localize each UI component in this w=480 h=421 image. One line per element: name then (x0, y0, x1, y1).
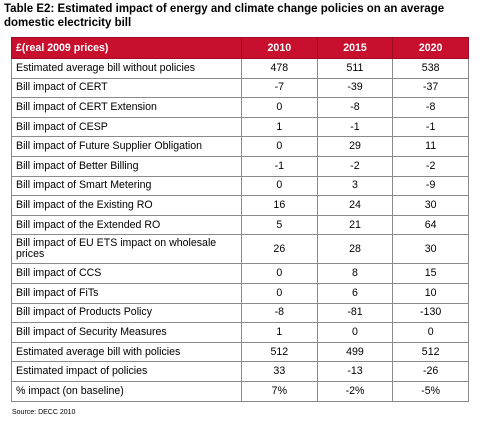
value-cell: 21 (316, 214, 394, 236)
table-row: Bill impact of CCS 0 8 15 (11, 263, 469, 284)
row-label-cell: Bill impact of Future Supplier Obligatio… (11, 136, 242, 157)
value-cell: 28 (316, 234, 394, 265)
value-cell: 33 (241, 361, 318, 382)
table-row: Estimated average bill without policies 4… (11, 58, 469, 79)
value-cell: -8 (241, 302, 318, 324)
row-label-cell: Bill impact of Better Billing (11, 155, 242, 177)
value-cell: 5 (241, 214, 318, 236)
table-row: Bill impact of FiTs 0 6 10 (11, 282, 469, 304)
value-cell: 0 (241, 282, 318, 304)
value-cell: -81 (316, 302, 394, 324)
header-cell-2015: 2015 (316, 37, 394, 59)
value-cell: 0 (316, 322, 394, 343)
value-cell: 64 (392, 214, 469, 236)
value-cell: 8 (316, 263, 394, 284)
value-cell: 11 (392, 136, 469, 157)
row-label-cell: Bill impact of Products Policy (11, 302, 242, 324)
row-label-cell: Bill impact of CERT (11, 77, 242, 99)
table-row: Bill impact of the Extended RO 5 21 64 (11, 214, 469, 236)
value-cell: -5% (392, 380, 469, 402)
row-label-cell: Bill impact of CERT Extension (11, 97, 242, 118)
value-cell: 7% (241, 380, 318, 402)
value-cell: 499 (316, 341, 394, 363)
value-cell: -8 (392, 97, 469, 118)
source-note: Source: DECC 2010 (12, 409, 76, 416)
value-cell: 538 (392, 58, 469, 79)
row-label-cell: Bill impact of CESP (11, 116, 242, 138)
value-cell: -130 (392, 302, 469, 324)
value-cell: -8 (316, 97, 394, 118)
row-label-cell: Bill impact of Smart Metering (11, 175, 242, 197)
table-row: Bill impact of CERT -7 -39 -37 (11, 77, 469, 99)
header-row: £(real 2009 prices) 2010 2015 2020 (11, 37, 469, 59)
row-label-cell: Bill impact of EU ETS impact on wholesal… (11, 234, 242, 265)
value-cell: 0 (241, 175, 318, 197)
table-row: Bill impact of the Existing RO 16 24 30 (11, 195, 469, 216)
value-cell: -13 (316, 361, 394, 382)
value-cell: 6 (316, 282, 394, 304)
value-cell: 0 (241, 136, 318, 157)
header-cell-2020: 2020 (392, 37, 469, 59)
value-cell: 10 (392, 282, 469, 304)
row-label-cell: Bill impact of FiTs (11, 282, 242, 304)
value-cell: 16 (241, 195, 318, 216)
value-cell: -26 (392, 361, 469, 382)
value-cell: -9 (392, 175, 469, 197)
table-row: Bill impact of CESP 1 -1 -1 (11, 116, 469, 138)
value-cell: 0 (392, 322, 469, 343)
value-cell: 0 (241, 97, 318, 118)
row-label-cell: Estimated average bill without policies (11, 58, 242, 79)
value-cell: 26 (241, 234, 318, 265)
value-cell: 24 (316, 195, 394, 216)
value-cell: 3 (316, 175, 394, 197)
row-label-cell: Estimated impact of policies (11, 361, 242, 382)
table-row: Bill impact of EU ETS impact on wholesal… (11, 234, 469, 265)
row-label-cell: Bill impact of CCS (11, 263, 242, 284)
table-row: % impact (on baseline) 7% -2% -5% (11, 380, 469, 402)
row-label-cell: Bill impact of the Existing RO (11, 195, 242, 216)
value-cell: -7 (241, 77, 318, 99)
value-cell: 511 (316, 58, 394, 79)
data-table: £(real 2009 prices) 2010 2015 2020 Estim… (11, 37, 469, 402)
header-cell-label: £(real 2009 prices) (11, 37, 242, 59)
value-cell: -2 (392, 155, 469, 177)
value-cell: -39 (316, 77, 394, 99)
value-cell: -1 (392, 116, 469, 138)
row-label-cell: Bill impact of the Extended RO (11, 214, 242, 236)
row-label-cell: % impact (on baseline) (11, 380, 242, 402)
value-cell: -1 (316, 116, 394, 138)
value-cell: 30 (392, 234, 469, 265)
table-row: Bill impact of Future Supplier Obligatio… (11, 136, 469, 157)
table-row: Bill impact of Security Measures 1 0 0 (11, 322, 469, 343)
value-cell: 1 (241, 322, 318, 343)
row-label-cell: Estimated average bill with policies (11, 341, 242, 363)
table-row: Estimated impact of policies 33 -13 -26 (11, 361, 469, 382)
table-row: Bill impact of Products Policy -8 -81 -130 (11, 302, 469, 324)
table-row: Bill impact of CERT Extension 0 -8 -8 (11, 97, 469, 118)
value-cell: 0 (241, 263, 318, 284)
value-cell: -37 (392, 77, 469, 99)
value-cell: 478 (241, 58, 318, 79)
value-cell: 512 (392, 341, 469, 363)
value-cell: 1 (241, 116, 318, 138)
table-title: Table E2: Estimated impact of energy and… (4, 3, 445, 29)
value-cell: 512 (241, 341, 318, 363)
value-cell: -2 (316, 155, 394, 177)
value-cell: -1 (241, 155, 318, 177)
header-cell-2010: 2010 (241, 37, 318, 59)
table-row: Estimated average bill with policies 512 4… (11, 341, 469, 363)
table-row: Bill impact of Better Billing -1 -2 -2 (11, 155, 469, 177)
value-cell: -2% (316, 380, 394, 402)
row-label-cell: Bill impact of Security Measures (11, 322, 242, 343)
value-cell: 15 (392, 263, 469, 284)
value-cell: 29 (316, 136, 394, 157)
value-cell: 30 (392, 195, 469, 216)
table-row: Bill impact of Smart Metering 0 3 -9 (11, 175, 469, 197)
